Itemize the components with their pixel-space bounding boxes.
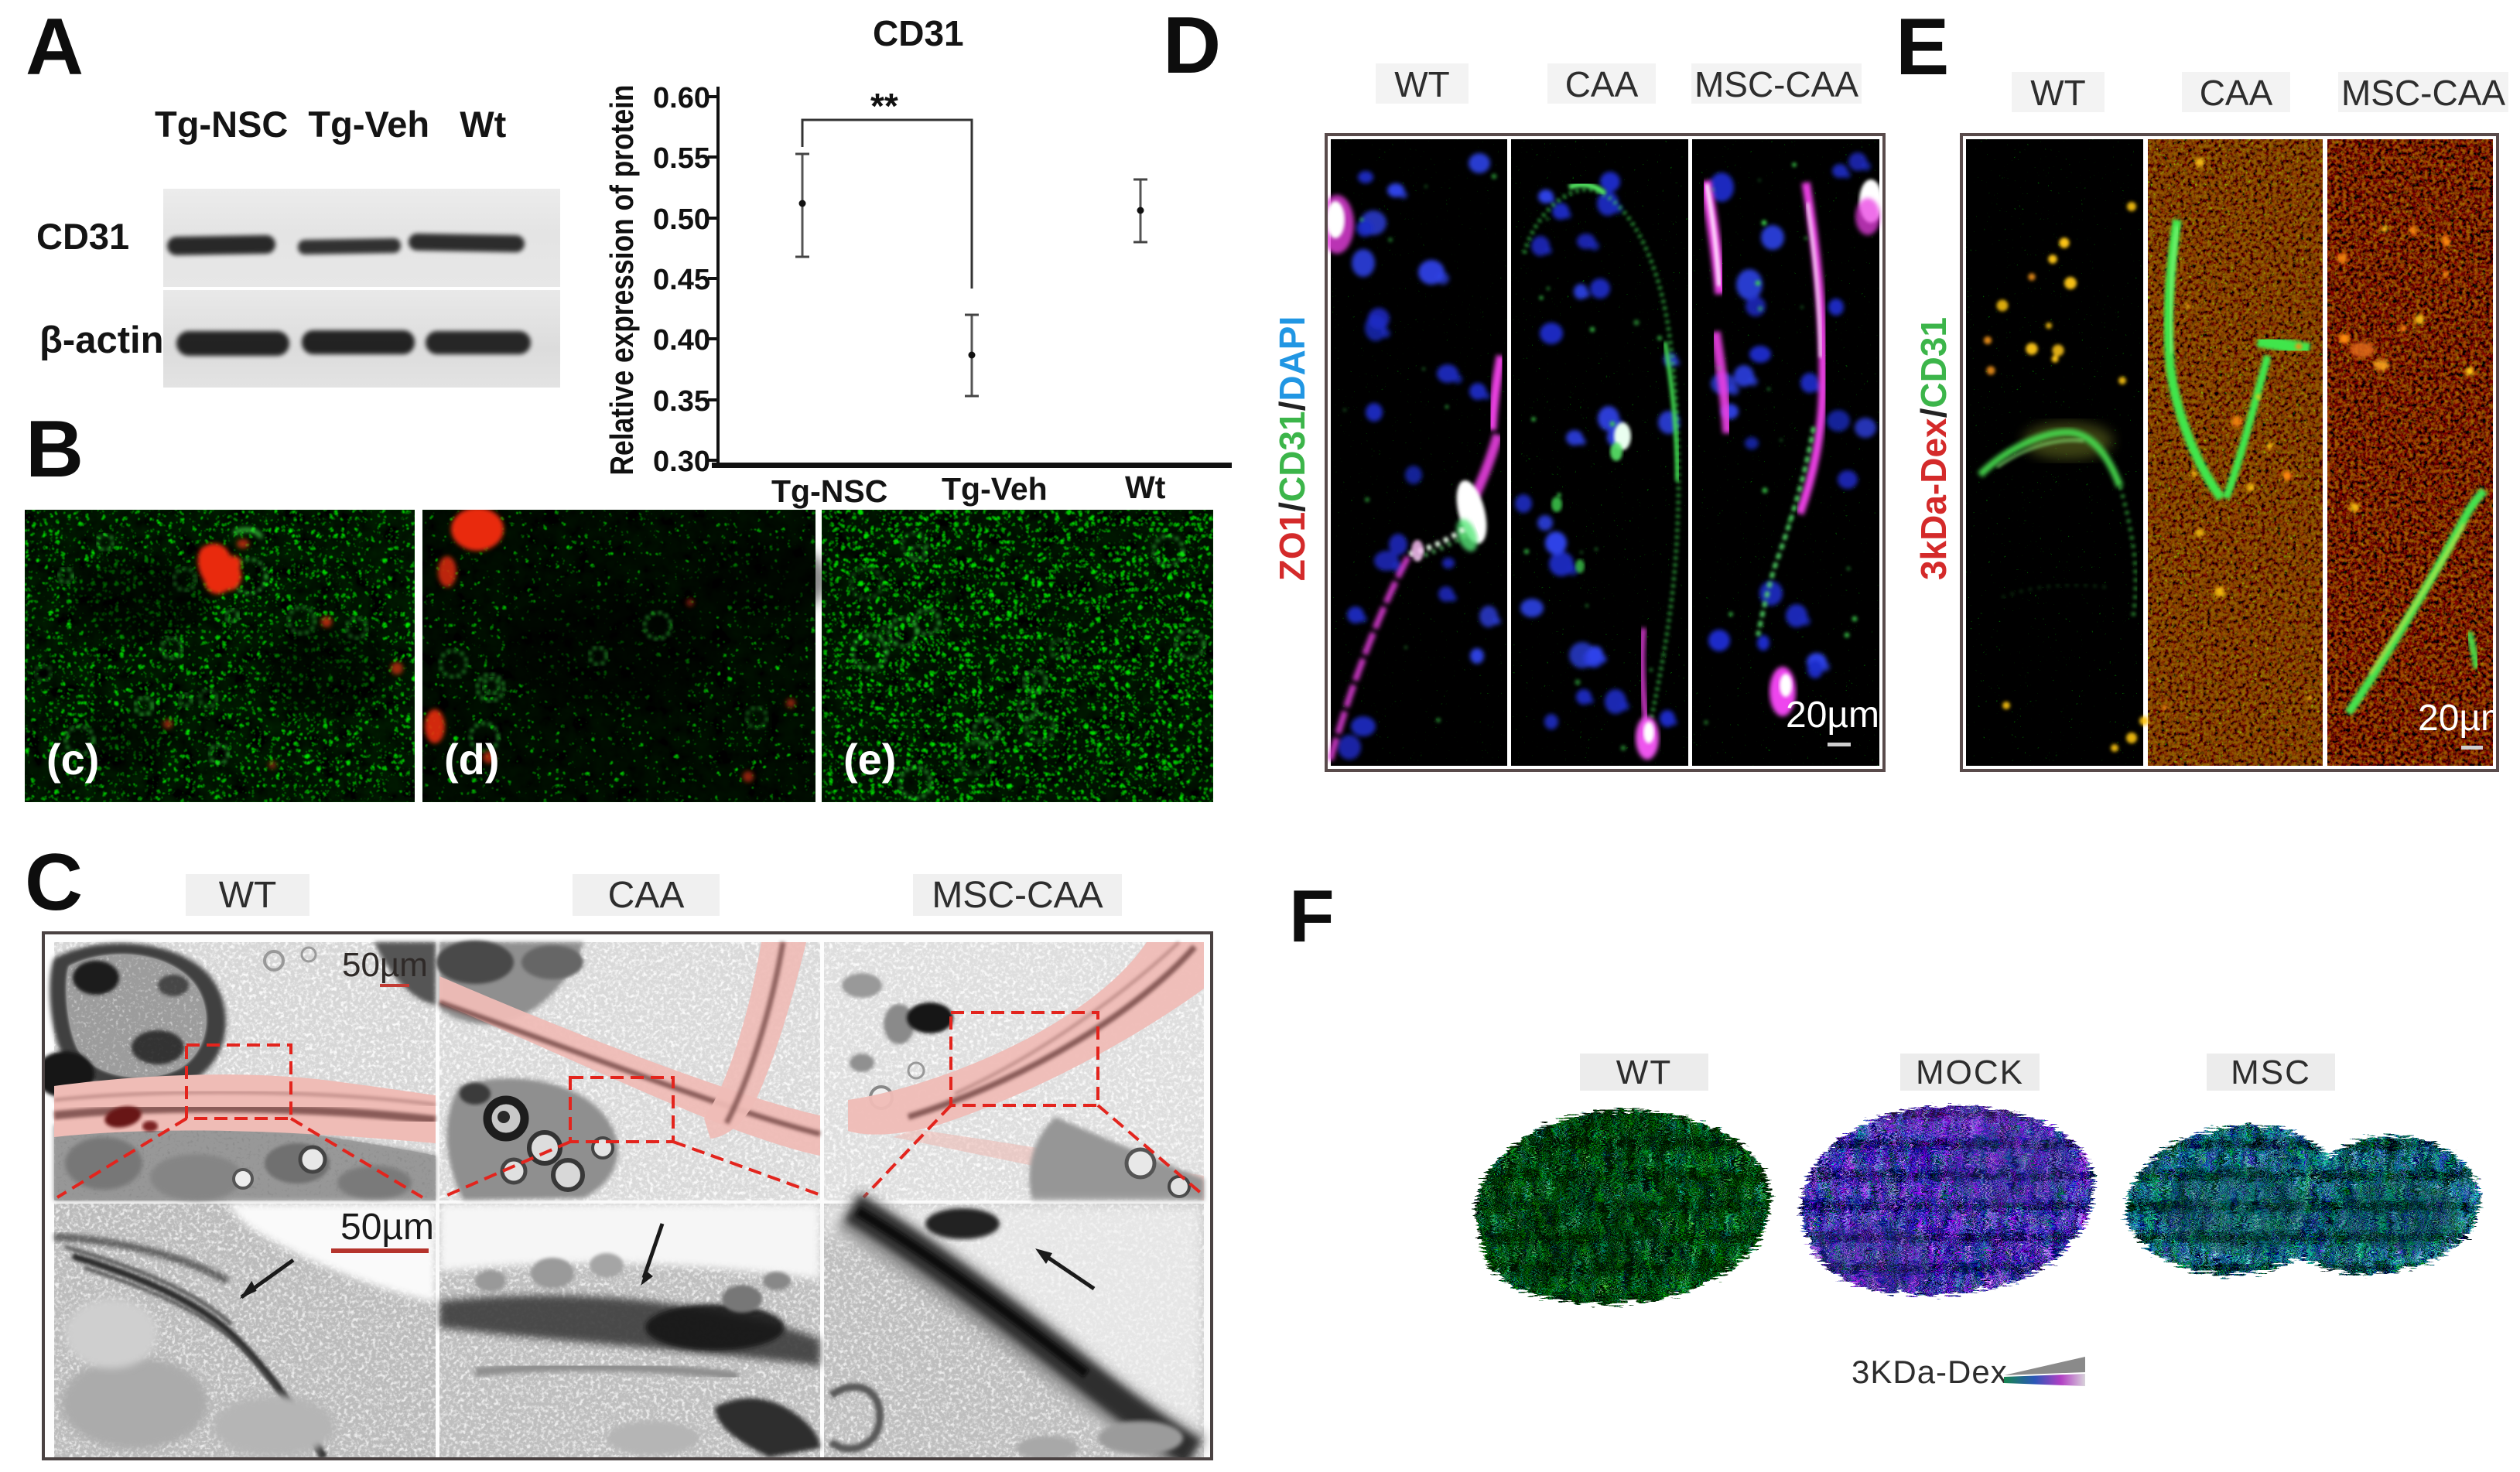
svg-text:20µm: 20µm <box>1786 695 1879 736</box>
svg-text:0.50: 0.50 <box>653 203 710 236</box>
svg-text:0.60: 0.60 <box>653 82 710 114</box>
svg-text:20µm: 20µm <box>2418 698 2499 739</box>
svg-text:50µm: 50µm <box>342 946 428 984</box>
svg-text:0.35: 0.35 <box>653 385 710 418</box>
svg-text:(d): (d) <box>444 735 500 784</box>
svg-text:Relative expression of protein: Relative expression of protein <box>604 85 640 476</box>
svg-text:0.40: 0.40 <box>653 324 710 357</box>
svg-text:50µm: 50µm <box>340 1207 434 1248</box>
svg-text:0.30: 0.30 <box>653 446 710 478</box>
svg-text:(c): (c) <box>46 735 99 784</box>
svg-text:0.45: 0.45 <box>653 264 710 296</box>
svg-text:(e): (e) <box>843 735 896 784</box>
svg-text:**: ** <box>870 86 898 126</box>
svg-text:0.55: 0.55 <box>653 142 710 175</box>
